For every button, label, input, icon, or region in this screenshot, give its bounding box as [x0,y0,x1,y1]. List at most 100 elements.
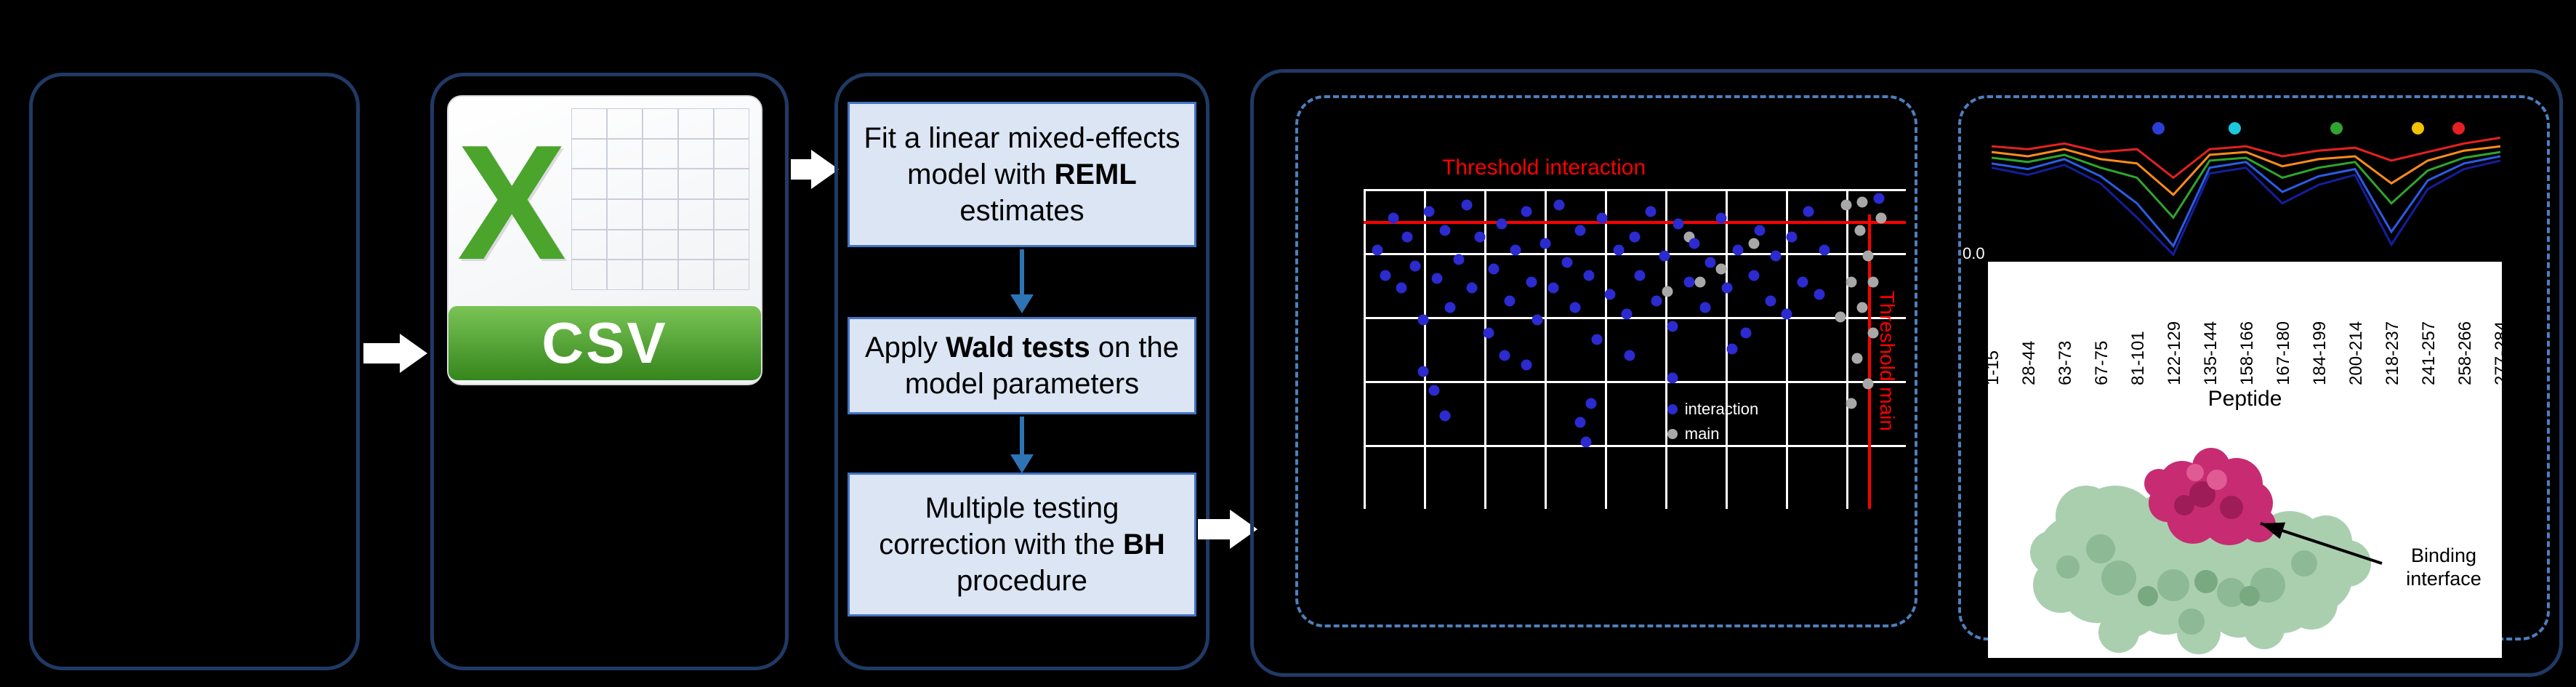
profile-line [1992,150,2500,220]
panel-results [1250,69,2563,677]
condition-dot-icon [2411,122,2424,134]
scatter-point-blue [1683,276,1695,288]
scatter-point-blue [1547,282,1559,294]
step-1-text-post: estimates [959,195,1084,227]
scatter-point-blue [1531,314,1543,326]
peptide-tick-label: 63-73 [2056,340,2075,385]
scatter-point-blue [1526,276,1537,288]
scatter-point-grey [1856,196,1868,208]
profile-line [1992,145,2500,196]
scatter-point-blue [1453,254,1465,265]
results-scatter-box [1295,95,1917,627]
profile-line [1992,155,2500,249]
scatter-point-grey [1715,263,1727,275]
scatter-point-blue [1561,257,1573,268]
peptide-tick-label: 1-15 [1983,350,2003,385]
legend-label: interaction [1684,400,1759,419]
scatter-point-grey [1846,276,1857,288]
scatter-point-blue [1461,199,1473,211]
scatter-point-blue [1748,270,1760,281]
scatter-point-blue [1770,250,1782,262]
scatter-point-blue [1580,436,1592,448]
threshold-main-label: Threshold main [1876,291,1899,431]
scatter-point-blue [1786,231,1798,243]
peptide-tick-label: 167-180 [2274,321,2293,385]
binding-interface-arrow-icon [2260,522,2383,565]
scatter-point-blue [1521,359,1532,371]
profile-lines [1992,137,2500,257]
scatter-point-blue [1819,244,1830,256]
scatter-point-blue [1499,350,1510,361]
scatter-legend-item: interaction [1667,400,1759,419]
scatter-point-blue [1488,263,1500,275]
scatter-point-blue [1596,212,1608,224]
spreadsheet-grid-icon [571,108,749,290]
step-2-bold: Wald tests [946,332,1090,363]
step-1-bold: REML [1054,158,1137,190]
scatter-point-blue [1553,199,1565,211]
scatter-point-blue [1496,218,1508,230]
scatter-point-blue [1409,260,1421,272]
profile-line [1992,159,2500,257]
scatter-point-blue [1629,231,1641,243]
scatter-point-blue [1754,225,1766,236]
scatter-point-blue [1504,295,1516,307]
scatter-point-blue [1466,282,1478,294]
step-3-bold: BH [1122,529,1165,561]
scatter-point-grey [1867,276,1879,288]
step-box-wald: Apply Wald tests on the model parameters [848,317,1196,414]
scatter-point-blue [1401,231,1413,243]
scatter-point-blue [1372,244,1383,256]
excel-x-logo: X [457,111,567,294]
protein-structure-image [2030,448,2383,654]
peptide-tick-label: 135-144 [2201,321,2221,385]
scatter-point-blue [1417,314,1429,326]
scatter-point-blue [1624,350,1635,361]
peptide-tick-label: 122-129 [2165,321,2184,385]
panel-model-steps [834,73,1209,670]
scatter-point-blue [1704,257,1716,268]
scatter-point-blue [1873,193,1885,204]
peptide-tick-label: 218-237 [2383,321,2402,385]
step-3-text: Multiple testing correction with the [879,492,1123,561]
peptide-tick-label: 258-266 [2455,321,2475,385]
scatter-point-blue [1765,295,1776,307]
scatter-point-blue [1621,308,1633,320]
scatter-point-blue [1417,366,1429,377]
threshold-interaction-label: Threshold interaction [1442,156,1646,180]
peptide-profile-chart [1992,121,2500,263]
scatter-point-grey [1846,398,1857,409]
csv-banner: CSV [448,306,761,380]
step-box-reml: Fit a linear mixed-effects model with RE… [848,102,1196,247]
legend-dot-icon [1667,429,1678,440]
profile-line [1992,137,2500,180]
threshold-main-line [1867,214,1871,509]
scatter-point-blue [1814,289,1825,300]
step-2-text: Apply [864,332,946,363]
profile-y-tick: 0.0 [1963,244,1985,262]
scatter-point-blue [1721,282,1733,294]
scatter-point-grey [1862,378,1874,390]
scatter-point-blue [1591,334,1603,345]
scatter-point-blue [1645,206,1657,217]
scatter-point-blue [1634,270,1646,281]
scatter-point-blue [1651,295,1662,307]
peptide-tick-label: 28-44 [2019,340,2039,385]
structure-panel: 1-15 28-44 63-73 67-75 81-101 122-129 135-144 1… [1983,262,2511,658]
scatter-point-blue [1667,372,1678,384]
condition-dot-icon [2330,122,2343,134]
peptide-tick-label: 67-75 [2092,340,2112,385]
scatter-point-blue [1474,231,1486,243]
panel-csv [430,73,789,670]
scatter-point-blue [1585,398,1597,409]
peptide-tick-label: 200-214 [2346,321,2366,385]
scatter-point-blue [1439,410,1451,422]
condition-dot-icon [2228,122,2241,134]
scatter-point-blue [1613,244,1625,256]
peptide-tick-label: 158-166 [2237,321,2257,385]
binding-interface-annotation: Binding interface [2406,545,2482,590]
scatter-point-blue [1583,270,1595,281]
scatter-point-grey [1862,250,1874,262]
scatter-point-blue [1574,225,1586,236]
condition-dot-icon [2452,122,2465,134]
